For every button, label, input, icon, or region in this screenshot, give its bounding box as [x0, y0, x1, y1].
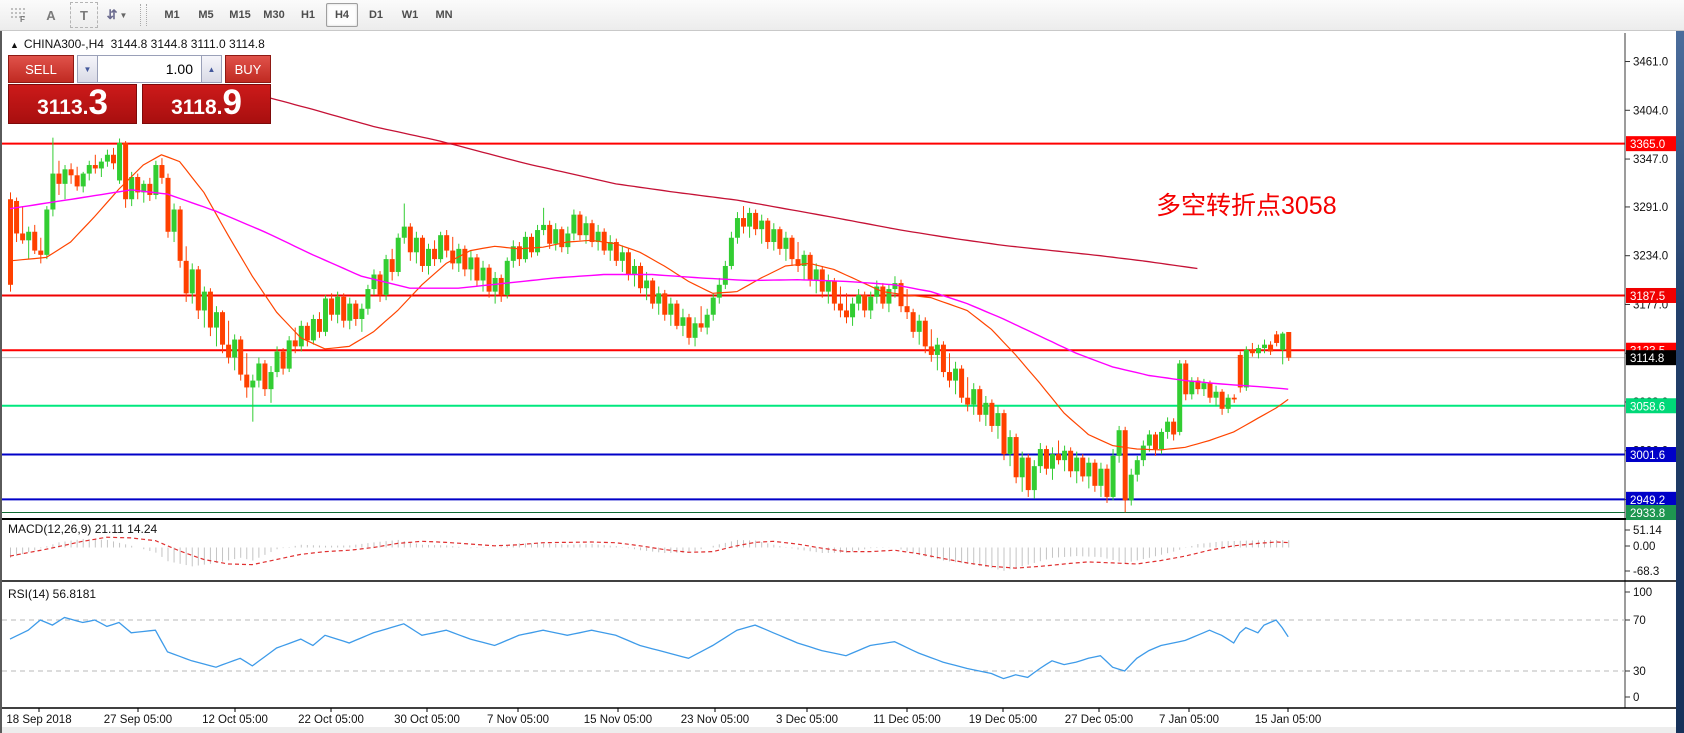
- collapse-icon[interactable]: ▲: [10, 40, 19, 50]
- svg-text:3347.0: 3347.0: [1633, 154, 1668, 166]
- trade-order-row: SELL ▼ ▲ BUY: [8, 55, 271, 83]
- timeframe-bar: M1 M5 M15 M30 H1 H4 D1 W1 MN: [155, 3, 461, 27]
- sell-price-pip: 3: [88, 83, 108, 122]
- arrows-dropdown-icon[interactable]: ⇵ ▼: [104, 3, 130, 27]
- chart-annotation: 多空转折点3058: [1156, 192, 1337, 220]
- svg-text:0: 0: [1633, 692, 1639, 704]
- svg-text:30 Oct 05:00: 30 Oct 05:00: [394, 714, 460, 726]
- price-chart[interactable]: 3461.03404.03347.03291.03234.03177.03120…: [2, 31, 1684, 733]
- quantity-increase-button[interactable]: ▲: [201, 55, 222, 83]
- one-click-trade-panel: SELL ▼ ▲ BUY 3113.3 3118.9: [8, 55, 271, 124]
- buy-price: 3118.: [171, 96, 223, 119]
- timeframe-button-m1[interactable]: M1: [164, 9, 180, 21]
- text-label-icon[interactable]: T: [70, 2, 98, 28]
- fibonacci-icon[interactable]: F: [6, 3, 32, 27]
- trade-price-row: 3113. 3 3118. 9: [8, 84, 271, 124]
- svg-text:15 Nov 05:00: 15 Nov 05:00: [584, 714, 652, 726]
- svg-text:3291.0: 3291.0: [1633, 202, 1668, 214]
- toolbar-separator: [140, 4, 147, 26]
- svg-text:0.00: 0.00: [1633, 541, 1655, 553]
- timeframe-button-d1[interactable]: D1: [368, 9, 384, 21]
- ohlc-values: 3144.8 3144.8 3111.0 3114.8: [110, 37, 265, 51]
- quantity-decrease-button[interactable]: ▼: [77, 55, 98, 83]
- svg-text:51.14: 51.14: [1633, 525, 1662, 537]
- svg-text:2933.8: 2933.8: [1630, 508, 1665, 520]
- svg-text:7 Nov 05:00: 7 Nov 05:00: [487, 714, 549, 726]
- svg-text:30: 30: [1633, 666, 1646, 678]
- timeframe-button-m30[interactable]: M30: [263, 9, 285, 21]
- fibonacci-icon-glyph: F: [11, 8, 25, 23]
- timeframe-button-m15[interactable]: M15: [229, 9, 251, 21]
- svg-text:12 Oct 05:00: 12 Oct 05:00: [202, 714, 268, 726]
- buy-button[interactable]: BUY: [225, 55, 271, 83]
- timeframe-button-h1[interactable]: H1: [300, 9, 316, 21]
- sell-price: 3113.: [37, 96, 89, 119]
- toolbar: F A T ⇵ ▼ M1 M5 M15 M30 H1 H4 D1 W1 MN: [0, 0, 1684, 31]
- timeframe-button-m5[interactable]: M5: [198, 9, 214, 21]
- text-icon[interactable]: A: [46, 7, 56, 23]
- svg-text:27 Sep 05:00: 27 Sep 05:00: [104, 714, 172, 726]
- svg-text:F: F: [20, 15, 25, 23]
- chart-symbol-header[interactable]: ▲ CHINA300-,H4 3144.8 3144.8 3111.0 3114.…: [10, 37, 265, 51]
- arrows-icon: ⇵: [106, 7, 118, 22]
- macd-indicator-label: MACD(12,26,9) 21.11 14.24: [8, 522, 158, 536]
- svg-text:27 Dec 05:00: 27 Dec 05:00: [1065, 714, 1133, 726]
- rsi-indicator-label: RSI(14) 56.8181: [8, 587, 97, 601]
- svg-text:3187.5: 3187.5: [1630, 291, 1665, 303]
- svg-text:70: 70: [1633, 615, 1646, 627]
- svg-text:3404.0: 3404.0: [1633, 105, 1668, 117]
- sell-button[interactable]: SELL: [8, 55, 74, 83]
- timeframe-button-mn[interactable]: MN: [435, 9, 453, 21]
- window-edge-strip: [1676, 31, 1684, 733]
- svg-text:3001.6: 3001.6: [1630, 450, 1665, 462]
- svg-text:18 Sep 2018: 18 Sep 2018: [6, 714, 71, 726]
- sell-price-box[interactable]: 3113. 3: [8, 84, 137, 124]
- quantity-input[interactable]: [98, 55, 201, 83]
- svg-text:100: 100: [1633, 587, 1652, 599]
- timeframe-button-w1[interactable]: W1: [401, 9, 419, 21]
- svg-text:11 Dec 05:00: 11 Dec 05:00: [873, 714, 941, 726]
- svg-text:3234.0: 3234.0: [1633, 251, 1668, 263]
- buy-price-pip: 9: [222, 83, 242, 122]
- buy-price-box[interactable]: 3118. 9: [142, 84, 271, 124]
- svg-text:3365.0: 3365.0: [1630, 139, 1665, 151]
- svg-text:3461.0: 3461.0: [1633, 57, 1668, 69]
- svg-text:15 Jan 05:00: 15 Jan 05:00: [1255, 714, 1322, 726]
- chevron-down-icon: ▼: [119, 10, 128, 20]
- svg-text:23 Nov 05:00: 23 Nov 05:00: [681, 714, 749, 726]
- timeframe-button-h4[interactable]: H4: [326, 3, 358, 27]
- svg-text:7 Jan 05:00: 7 Jan 05:00: [1159, 714, 1219, 726]
- svg-text:22 Oct 05:00: 22 Oct 05:00: [298, 714, 364, 726]
- svg-text:3058.6: 3058.6: [1630, 401, 1665, 413]
- svg-text:3114.8: 3114.8: [1630, 353, 1664, 365]
- svg-text:3 Dec 05:00: 3 Dec 05:00: [776, 714, 838, 726]
- svg-text:2949.2: 2949.2: [1630, 495, 1665, 507]
- symbol-title: CHINA300-,H4: [23, 37, 104, 51]
- chart-window: 3461.03404.03347.03291.03234.03177.03120…: [0, 31, 1684, 733]
- svg-text:19 Dec 05:00: 19 Dec 05:00: [969, 714, 1037, 726]
- svg-text:-68.3: -68.3: [1633, 566, 1659, 578]
